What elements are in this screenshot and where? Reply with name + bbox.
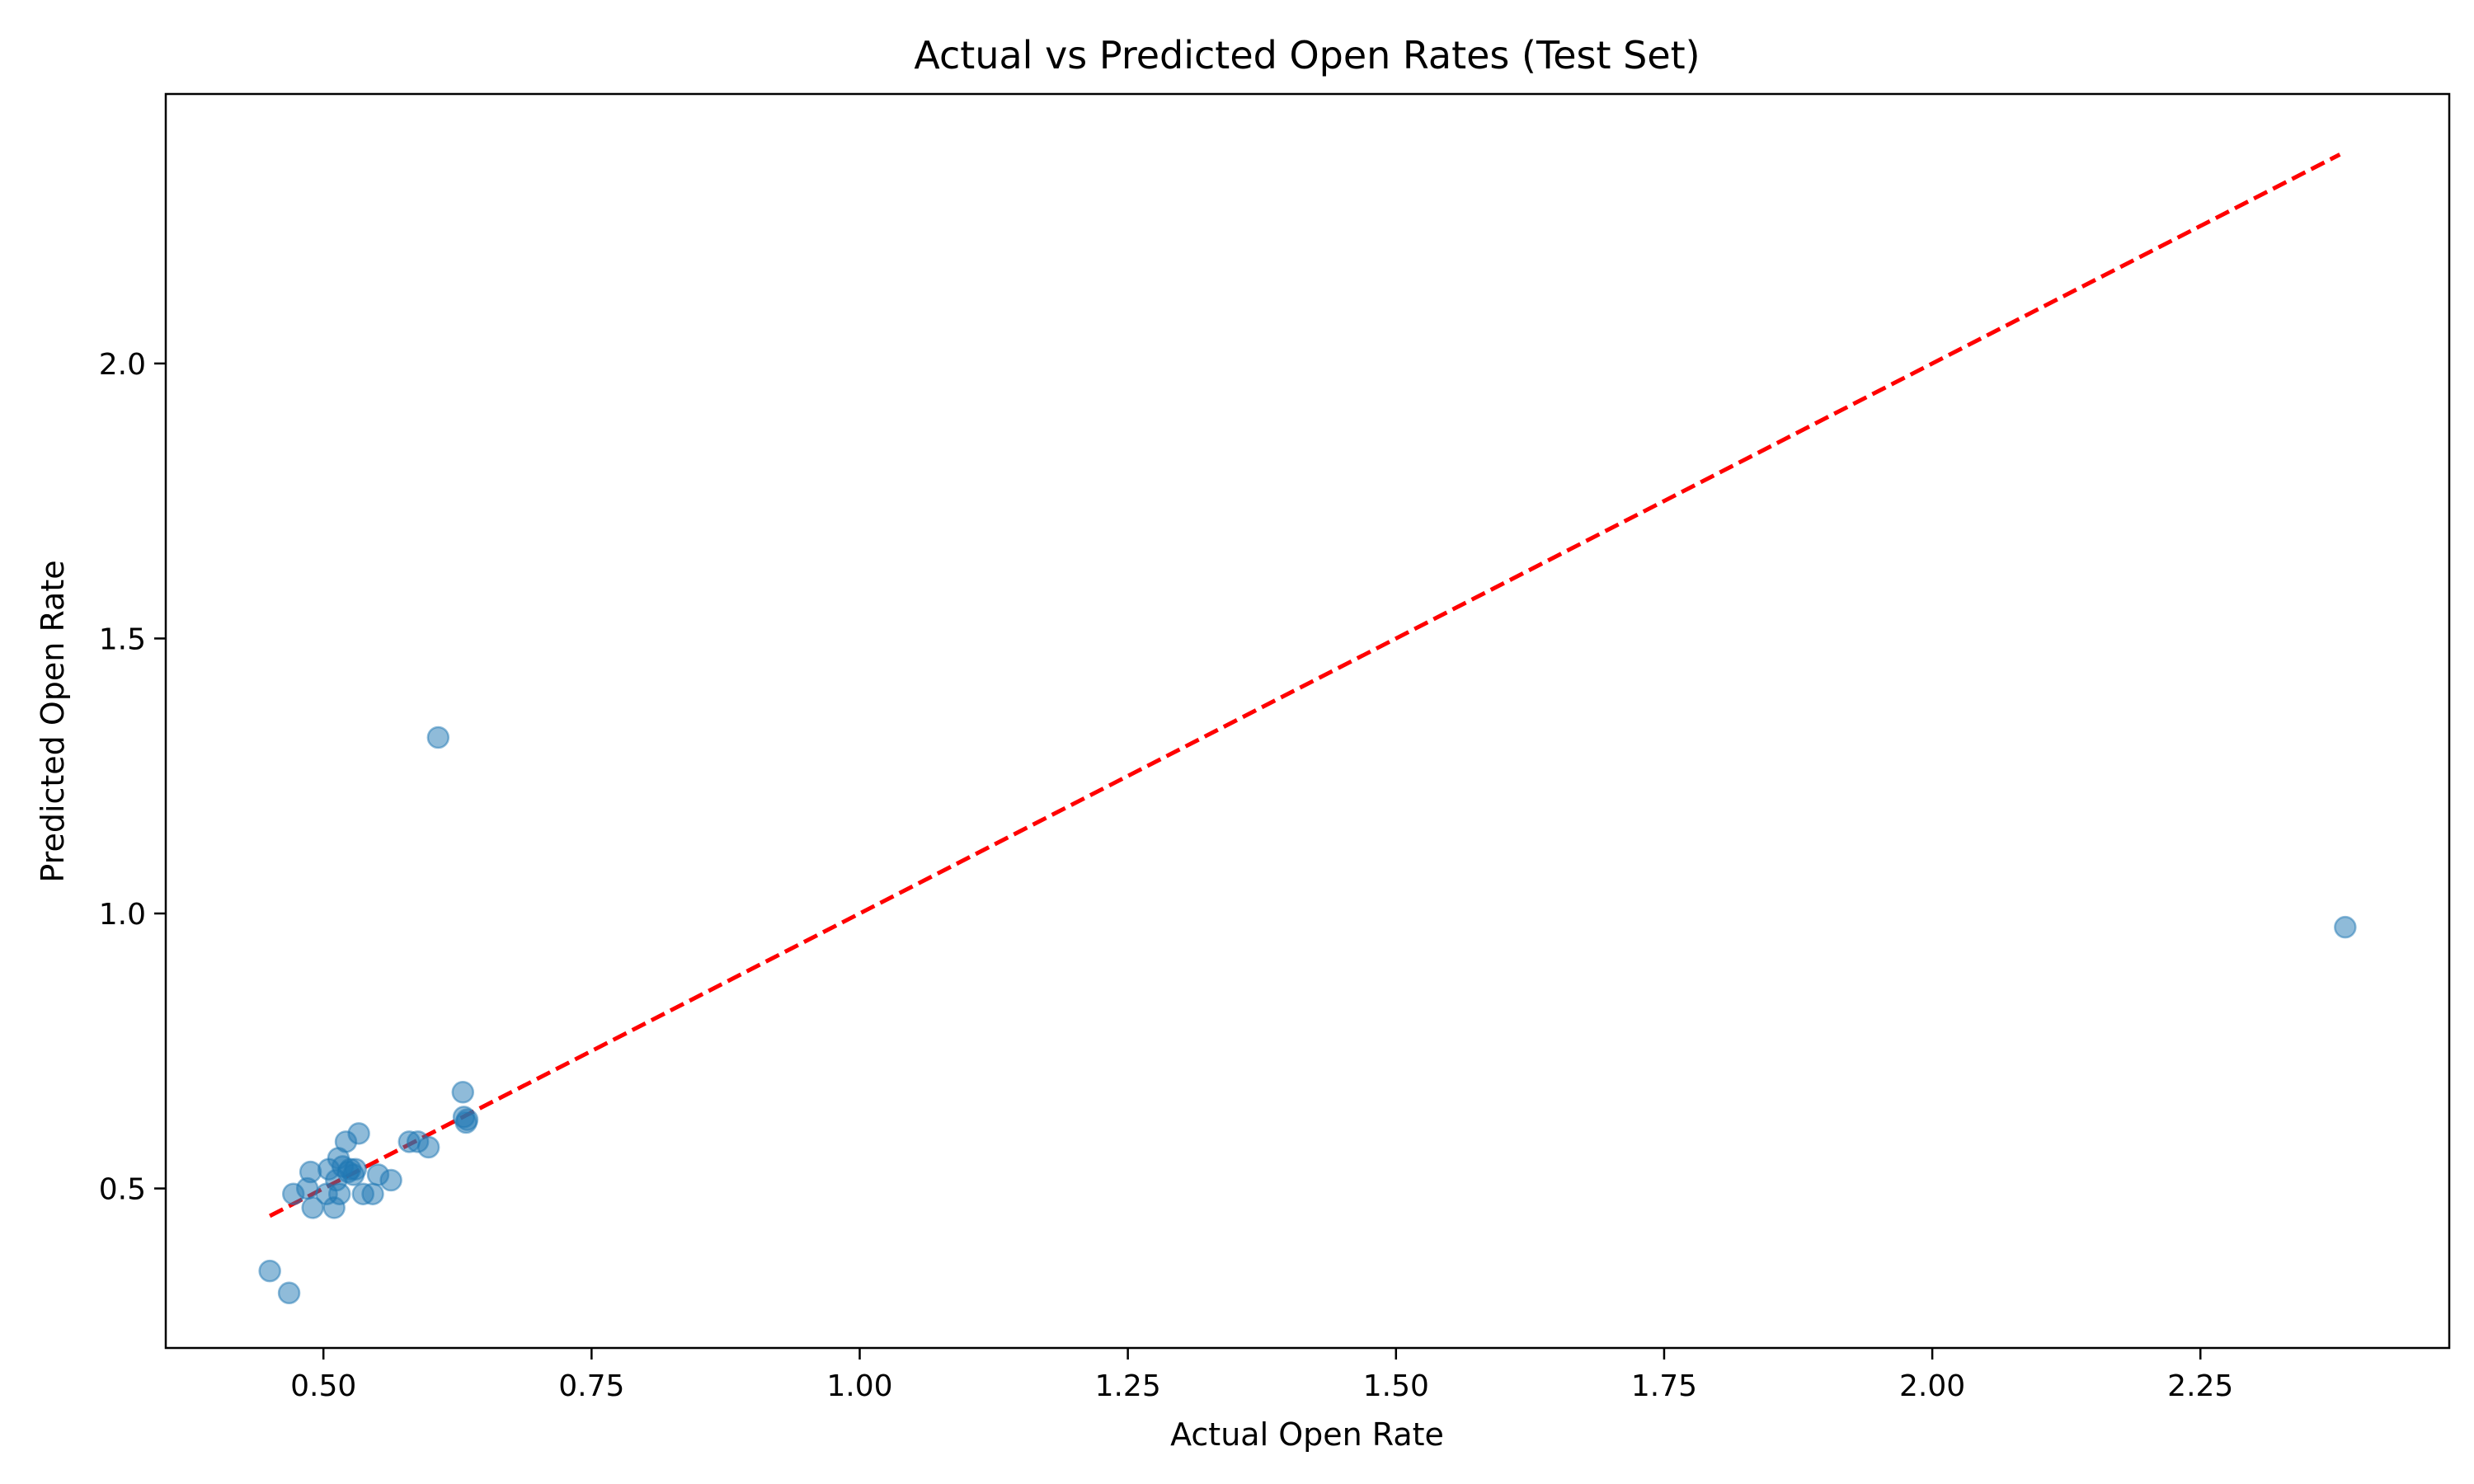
x-tick-label-7: 2.00 bbox=[1899, 1369, 1965, 1403]
scatter-point-5 bbox=[299, 1160, 322, 1184]
scatter-point-2 bbox=[277, 1281, 301, 1305]
x-tick-label-2: 0.75 bbox=[558, 1369, 624, 1403]
scatter-point-1 bbox=[258, 1259, 281, 1283]
scatter-point-18 bbox=[344, 1158, 367, 1181]
scatter-point-31 bbox=[455, 1108, 479, 1131]
chart-title: Actual vs Predicted Open Rates (Test Set… bbox=[914, 33, 1700, 77]
scatter-point-23 bbox=[379, 1168, 402, 1192]
scatter-point-32 bbox=[2334, 915, 2357, 939]
y-tick-label-3: 1.5 bbox=[99, 622, 146, 656]
scatter-point-21 bbox=[361, 1182, 384, 1205]
axes: 0.50 0.75 1.00 1.25 1.50 1.75 2.00 2.25 0.5 1.0 1.… bbox=[99, 92, 2451, 1403]
y-tick-label-2: 1.0 bbox=[99, 898, 146, 932]
reference-line bbox=[269, 153, 2341, 1219]
plot-content bbox=[258, 153, 2357, 1305]
scatter-point-27 bbox=[426, 726, 450, 749]
x-tick-label-1: 0.50 bbox=[290, 1369, 356, 1403]
y-tick-label-4: 2.0 bbox=[99, 348, 146, 382]
scatter-point-12 bbox=[327, 1182, 351, 1205]
scatter-point-28 bbox=[451, 1081, 475, 1104]
x-tick-label-6: 1.75 bbox=[1631, 1369, 1697, 1403]
y-tick-label-1: 0.5 bbox=[99, 1173, 146, 1207]
x-tick-label-4: 1.25 bbox=[1095, 1369, 1161, 1403]
y-axis-label: Predicted Open Rate bbox=[35, 560, 71, 882]
x-tick-label-3: 1.00 bbox=[826, 1369, 892, 1403]
plot-area bbox=[258, 153, 2357, 1305]
plot-frame bbox=[164, 92, 2451, 1350]
scatter-point-19 bbox=[347, 1122, 370, 1145]
scatter-point-26 bbox=[416, 1135, 440, 1159]
x-axis-label: Actual Open Rate bbox=[1170, 1416, 1444, 1453]
x-tick-label-8: 2.25 bbox=[2167, 1369, 2233, 1403]
x-tick-label-5: 1.50 bbox=[1363, 1369, 1429, 1403]
